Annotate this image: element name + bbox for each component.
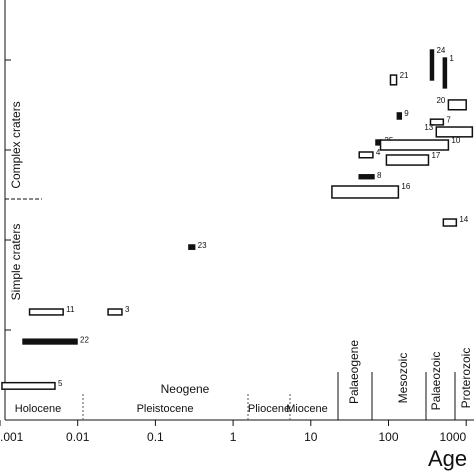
age-box: [1, 381, 56, 390]
x-tick-label: 1: [230, 430, 237, 444]
age-box: [28, 308, 64, 316]
period-label: Pliocene: [248, 403, 290, 415]
box-label: 4: [376, 148, 381, 157]
age-box: [358, 151, 374, 159]
age-box: [379, 139, 450, 151]
x-tick-label: 1000: [439, 430, 466, 444]
box-label: 11: [66, 305, 75, 314]
age-box: [435, 126, 474, 138]
period-label: Mesozoic: [396, 353, 410, 404]
box-label: 8: [377, 171, 382, 180]
age-box: [331, 185, 400, 199]
box-label: 9: [404, 109, 409, 118]
x-tick-label: 0.01: [66, 430, 90, 444]
age-box: [429, 49, 435, 81]
age-box: [22, 338, 78, 345]
era-dividers: [337, 372, 456, 420]
age-box: [385, 154, 430, 166]
y-annotation: Complex craters: [9, 101, 23, 188]
box-label: 3: [125, 305, 130, 314]
period-label: Miocene: [286, 403, 328, 415]
age-box: [358, 174, 375, 180]
age-box: [429, 118, 445, 126]
x-tick-label: 10: [304, 430, 318, 444]
period-label: Palaeogene: [347, 340, 361, 404]
box-label: 10: [451, 136, 460, 145]
box-label: 16: [401, 182, 410, 191]
box-label: 20: [436, 96, 445, 105]
period-dividers: [82, 394, 291, 420]
age-box: [396, 112, 403, 120]
box-label: 7: [446, 115, 451, 124]
box-label: 21: [400, 71, 409, 80]
box-label: 24: [436, 46, 445, 55]
box-label: 22: [80, 335, 89, 344]
box-label: 1: [449, 54, 454, 63]
box-label: 14: [459, 215, 468, 224]
age-box: [389, 74, 398, 86]
age-box: [107, 308, 123, 316]
x-axis-label: Age: [428, 446, 467, 471]
box-label: 5: [58, 379, 63, 388]
box-label: 17: [431, 151, 440, 160]
x-tick-label: 100: [378, 430, 398, 444]
period-label: Neogene: [161, 382, 210, 396]
y-annotation: Simple craters: [9, 224, 23, 301]
box-label: 23: [198, 241, 207, 250]
age-box: [447, 99, 467, 111]
x-tick-label: .001: [0, 430, 24, 444]
x-tick-label: 0.1: [147, 430, 164, 444]
age-box: [188, 244, 196, 250]
period-label: Holocene: [15, 403, 61, 415]
age-box: [442, 57, 448, 89]
period-label: Palaeozoic: [429, 352, 443, 411]
box-label: 13: [424, 123, 433, 132]
age-box: [442, 218, 458, 227]
period-label: Pleistocene: [137, 403, 194, 415]
period-label: Proterozoic: [459, 348, 473, 409]
